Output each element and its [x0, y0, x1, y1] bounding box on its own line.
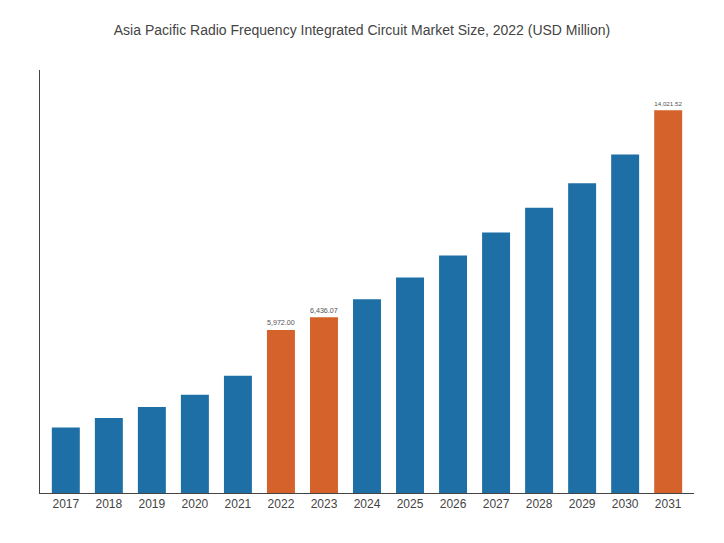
svg-text:2018: 2018: [95, 497, 122, 511]
svg-text:5,972.00: 5,972.00: [267, 319, 295, 327]
svg-text:2027: 2027: [483, 497, 510, 511]
svg-text:2029: 2029: [569, 497, 596, 511]
svg-text:2021: 2021: [225, 497, 252, 511]
svg-text:14,021.52: 14,021.52: [654, 100, 682, 107]
svg-text:2024: 2024: [354, 497, 381, 511]
svg-text:2017: 2017: [52, 497, 79, 511]
svg-text:2022: 2022: [268, 497, 295, 511]
svg-text:2023: 2023: [311, 497, 338, 511]
svg-text:2020: 2020: [182, 497, 209, 511]
svg-text:2031: 2031: [655, 497, 682, 511]
svg-text:2028: 2028: [526, 497, 553, 511]
svg-text:6,436.07: 6,436.07: [310, 307, 338, 315]
svg-text:2026: 2026: [440, 497, 467, 511]
svg-text:2025: 2025: [397, 497, 424, 511]
svg-text:2030: 2030: [612, 497, 639, 511]
svg-text:Asia Pacific Radio Frequency I: Asia Pacific Radio Frequency Integrated …: [114, 22, 610, 38]
svg-text:2019: 2019: [139, 497, 166, 511]
